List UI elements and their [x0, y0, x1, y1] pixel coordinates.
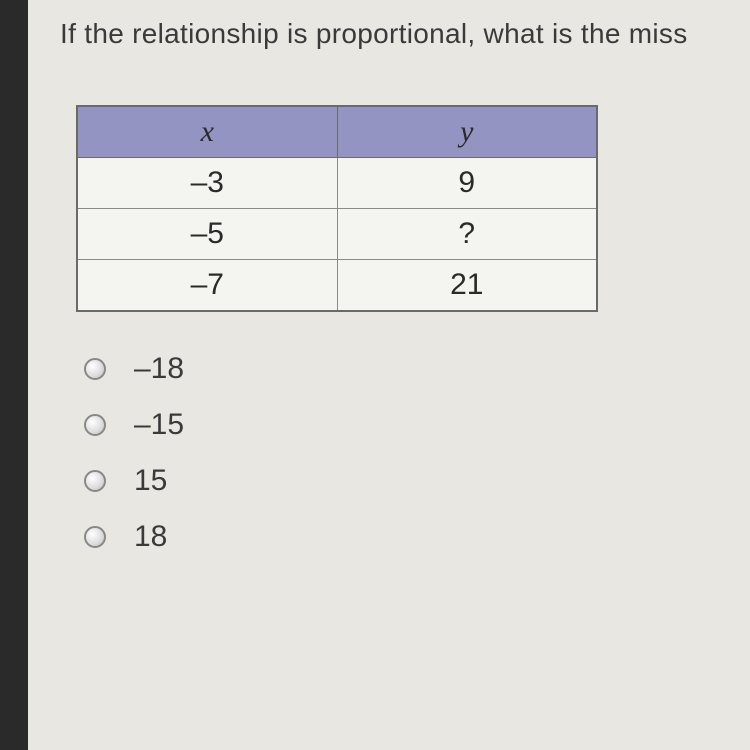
option-item[interactable]: –15 [84, 408, 750, 442]
table-cell: 21 [337, 260, 597, 312]
table-row: –7 21 [77, 260, 597, 312]
option-label: –15 [134, 408, 184, 442]
radio-icon [84, 526, 106, 548]
question-text: If the relationship is proportional, wha… [60, 18, 750, 50]
radio-icon [84, 358, 106, 380]
table-cell: ? [337, 209, 597, 260]
radio-icon [84, 470, 106, 492]
table-cell: 9 [337, 158, 597, 209]
table-row: –3 9 [77, 158, 597, 209]
table-header-row: x y [77, 106, 597, 158]
data-table: x y –3 9 –5 ? –7 21 [76, 105, 598, 312]
option-item[interactable]: 18 [84, 520, 750, 554]
content-area: If the relationship is proportional, wha… [28, 0, 750, 750]
table-header-y: y [337, 106, 597, 158]
answer-options: –18 –15 15 18 [84, 352, 750, 554]
table-cell: –5 [77, 209, 337, 260]
table-row: –5 ? [77, 209, 597, 260]
table-cell: –3 [77, 158, 337, 209]
left-border-strip [0, 0, 28, 750]
option-label: –18 [134, 352, 184, 386]
option-label: 18 [134, 520, 167, 554]
table-header-x: x [77, 106, 337, 158]
option-label: 15 [134, 464, 167, 498]
data-table-container: x y –3 9 –5 ? –7 21 [76, 105, 750, 312]
table-cell: –7 [77, 260, 337, 312]
option-item[interactable]: –18 [84, 352, 750, 386]
option-item[interactable]: 15 [84, 464, 750, 498]
radio-icon [84, 414, 106, 436]
